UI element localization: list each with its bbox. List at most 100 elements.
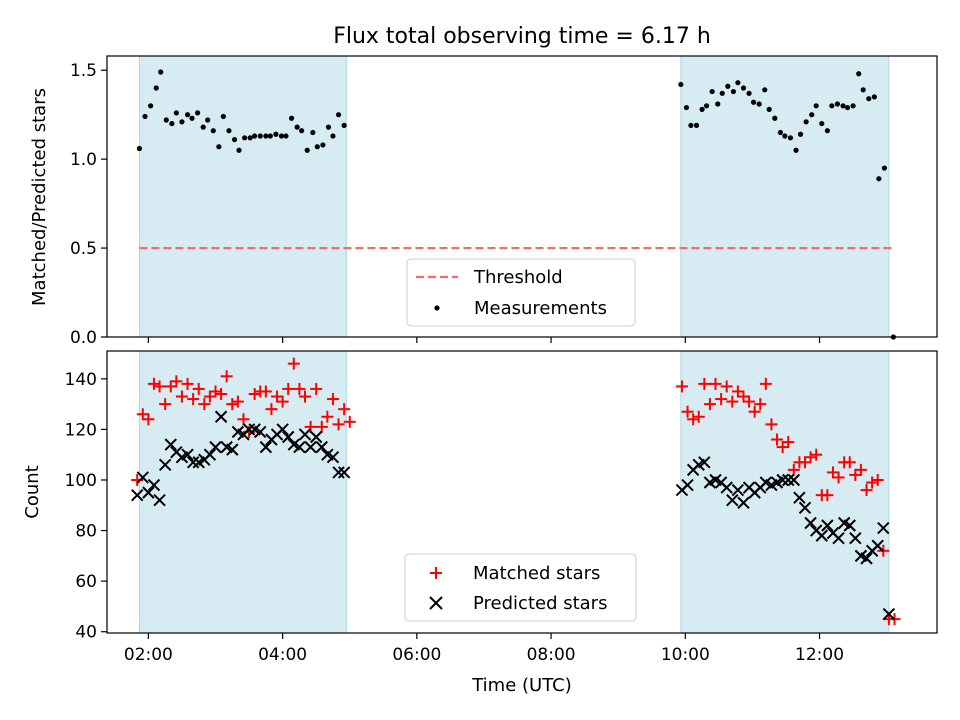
- measurements-legend-swatch: [434, 305, 440, 311]
- matched-star-point: [787, 463, 800, 476]
- matched-star-point: [259, 385, 272, 398]
- measurement-point: [756, 101, 762, 107]
- matched-star-point: [209, 385, 222, 398]
- measurement-point: [803, 119, 809, 125]
- matched-star-point: [799, 456, 812, 469]
- predicted-star-stroke: [209, 440, 222, 454]
- measurement-point: [241, 135, 248, 141]
- measurement-point: [829, 103, 835, 109]
- measurement-point: [314, 144, 320, 150]
- measurement-point: [200, 124, 206, 130]
- x-tick-label: 10:00: [661, 645, 710, 665]
- matched-star-point: [804, 451, 817, 464]
- predicted-star-point: [782, 473, 795, 487]
- predicted-star-stroke: [782, 473, 795, 487]
- measurement-point: [173, 110, 179, 116]
- measurement-point: [730, 88, 737, 95]
- x-tick-label: 04:00: [258, 645, 307, 665]
- predicted-star-stroke: [276, 423, 289, 436]
- measurement-point: [881, 165, 888, 171]
- predicted-star-stroke: [681, 478, 694, 492]
- predicted-star-point: [326, 451, 340, 464]
- predicted-star-point: [130, 488, 144, 502]
- measurement-point: [787, 135, 794, 141]
- matched-star-point: [310, 382, 323, 395]
- measurement-point: [226, 128, 232, 134]
- predicted-star-stroke: [720, 481, 733, 494]
- matched-star-point: [765, 418, 778, 431]
- measurement-point: [777, 129, 783, 136]
- predicted-star-stroke: [804, 516, 817, 530]
- predicted-star-point: [849, 531, 862, 545]
- matched-star-point: [854, 463, 867, 476]
- measurement-point: [252, 133, 258, 139]
- measurement-point: [263, 133, 269, 139]
- predicted-star-point: [153, 494, 166, 507]
- measurement-point: [876, 176, 882, 182]
- count-plot-frame: [106, 350, 938, 634]
- predicted-star-stroke: [214, 410, 228, 423]
- predicted-stars-legend-label: Predicted stars: [473, 593, 607, 614]
- measurement-point: [824, 128, 830, 134]
- ratio-legend-box: [406, 258, 636, 327]
- predicted-star-point: [731, 483, 745, 497]
- matched-star-point: [181, 377, 194, 390]
- predicted-star-point: [293, 440, 306, 454]
- matched-star-point: [159, 398, 172, 411]
- measurement-point: [210, 128, 216, 134]
- predicted-star-stroke: [843, 519, 856, 532]
- predicted-star-stroke: [793, 491, 806, 504]
- matched-star-point: [703, 398, 716, 411]
- measurement-point: [793, 147, 799, 153]
- matched-star-point: [343, 415, 356, 428]
- observing-window-1: [138, 55, 347, 338]
- measurement-point: [278, 133, 285, 139]
- matched-star-point: [175, 390, 188, 403]
- predicted-star-point: [309, 430, 323, 444]
- x-tick-label: 08:00: [527, 645, 576, 665]
- measurement-point: [184, 112, 191, 118]
- count-y-axis: 40 60 80 100 120 140: [65, 370, 107, 643]
- predicted-star-stroke: [877, 521, 890, 535]
- predicted-star-point: [871, 539, 884, 552]
- predicted-star-stroke: [136, 471, 150, 484]
- measurement-point: [856, 71, 862, 77]
- predicted-star-stroke: [130, 488, 144, 502]
- predicted-star-stroke: [282, 430, 295, 444]
- predicted-star-point: [147, 478, 161, 492]
- measurement-point: [725, 83, 731, 89]
- matched-star-point: [203, 390, 216, 403]
- matched-star-point: [282, 382, 295, 395]
- measurement-point: [688, 122, 694, 128]
- measurement-point: [288, 115, 295, 121]
- predicted-star-stroke: [860, 552, 873, 565]
- matched-star-point: [198, 398, 211, 411]
- matched-star-point: [147, 377, 160, 390]
- matched-star-point: [866, 476, 879, 489]
- predicted-star-stroke: [142, 486, 155, 499]
- predicted-star-stroke: [871, 539, 884, 552]
- measurement-point: [163, 117, 169, 123]
- measurements-legend-label: Measurements: [474, 298, 607, 319]
- matched-star-point: [776, 441, 789, 454]
- count-legend: Matched stars Predicted stars: [404, 553, 637, 622]
- predicted-star-point: [214, 410, 228, 423]
- predicted-star-stroke: [147, 478, 161, 492]
- measurement-point: [813, 103, 819, 109]
- matched-star-point: [860, 484, 873, 497]
- predicted-star-point: [843, 519, 856, 532]
- y-tick-label: 60: [75, 572, 97, 592]
- measurement-point: [840, 103, 846, 109]
- predicted-star-stroke: [737, 496, 750, 509]
- measurement-point: [809, 112, 815, 118]
- y-tick-label: 140: [65, 370, 97, 390]
- predicted-star-point: [698, 456, 711, 469]
- matched-star-point: [136, 408, 149, 421]
- matched-star-point: [315, 420, 328, 433]
- predicted-star-point: [298, 428, 312, 441]
- matched-star-point: [849, 468, 862, 481]
- threshold-legend-label: Threshold: [473, 267, 563, 288]
- measurement-point: [699, 106, 705, 112]
- predicted-star-point: [821, 519, 834, 532]
- measurement-point: [148, 103, 154, 109]
